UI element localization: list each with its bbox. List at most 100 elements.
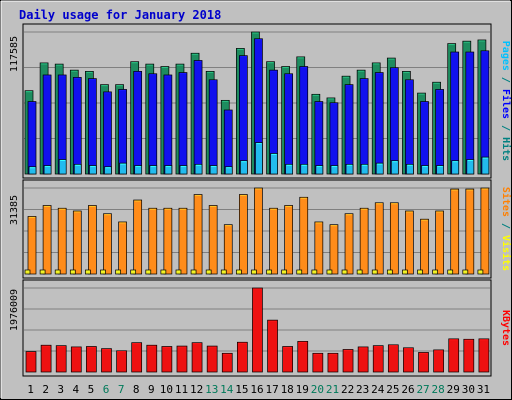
- panel-bottom-ymax-label: 1976009: [9, 289, 20, 331]
- bar-sites-day-31-body: [480, 187, 490, 275]
- panel-middle-legend-item: Visits: [500, 235, 512, 271]
- bar-files-day-12: [193, 60, 203, 175]
- bar-kbytes-day-27-body: [418, 352, 429, 373]
- bar-kbytes-day-14-body: [221, 352, 233, 373]
- bar-sites-day-30: [465, 188, 475, 275]
- bar-pages-day-30: [466, 159, 475, 175]
- bar-files-day-26: [405, 79, 414, 175]
- bar-files-day-20-body: [314, 101, 324, 175]
- bar-pages-day-31: [481, 156, 490, 175]
- x-tick-label-day-4: 4: [73, 383, 80, 396]
- bar-kbytes-day-2-body: [40, 344, 52, 373]
- bar-pages-day-18: [285, 163, 293, 175]
- bar-sites-day-26-body: [405, 210, 414, 275]
- bar-pages-day-19-body: [300, 163, 309, 175]
- bar-files-day-23: [359, 78, 369, 175]
- bar-sites-day-6-body: [103, 213, 112, 275]
- bar-kbytes-day-9-body: [146, 344, 158, 373]
- bar-pages-day-28-body: [436, 165, 444, 175]
- bar-kbytes-day-18-body: [282, 346, 293, 373]
- bar-visits-day-10: [160, 269, 167, 275]
- bar-visits-day-14: [220, 269, 227, 275]
- bar-kbytes-day-19: [297, 341, 309, 373]
- bar-visits-day-21-body: [326, 269, 333, 275]
- bar-visits-day-20-body: [311, 269, 318, 275]
- bar-sites-day-4: [72, 210, 82, 275]
- bar-kbytes-day-10-body: [161, 346, 173, 373]
- bar-files-day-14-body: [223, 109, 233, 175]
- bar-visits-day-30: [462, 269, 469, 275]
- x-tick-label-day-29: 29: [447, 383, 460, 396]
- bar-pages-day-13-body: [209, 165, 218, 175]
- bar-kbytes-day-16-body: [252, 287, 263, 373]
- bar-visits-day-23-body: [356, 269, 363, 275]
- bar-sites-day-7-body: [118, 221, 127, 275]
- bar-visits-day-1: [24, 269, 31, 275]
- bar-sites-day-15-body: [239, 194, 248, 275]
- bar-visits-day-19-body: [296, 269, 303, 275]
- bar-sites-day-30-body: [465, 188, 475, 275]
- bar-kbytes-day-23-body: [357, 346, 369, 373]
- bar-sites-day-3-body: [57, 207, 67, 275]
- bar-files-day-29-body: [450, 51, 460, 175]
- bar-sites-day-12: [193, 194, 203, 275]
- x-tick-label-day-24: 24: [371, 383, 385, 396]
- bar-kbytes-day-20: [312, 352, 324, 373]
- bar-kbytes-day-20-body: [312, 352, 324, 373]
- bar-sites-day-11: [178, 207, 188, 275]
- bar-visits-day-4: [69, 269, 76, 275]
- bar-sites-day-13: [208, 205, 218, 275]
- bar-kbytes-day-26: [403, 347, 414, 373]
- bar-pages-day-28: [436, 165, 444, 175]
- bar-sites-day-15: [239, 194, 248, 275]
- bar-files-day-3-body: [57, 74, 67, 175]
- bar-files-day-27-body: [420, 101, 429, 175]
- x-tick-label-day-12: 12: [190, 383, 203, 396]
- x-tick-label-day-20: 20: [311, 383, 324, 396]
- bar-sites-day-19: [299, 196, 309, 275]
- bar-pages-day-1: [28, 166, 37, 175]
- bar-kbytes-day-7-body: [116, 350, 127, 373]
- bar-sites-day-16: [254, 187, 263, 275]
- bar-files-day-6: [103, 91, 112, 175]
- bar-pages-day-31-body: [481, 156, 490, 175]
- bar-pages-day-3-body: [58, 159, 67, 175]
- bar-sites-day-23: [359, 207, 369, 275]
- bar-pages-day-2: [43, 165, 52, 175]
- bar-sites-day-10-body: [163, 207, 173, 275]
- bar-pages-day-6: [104, 166, 112, 175]
- bar-kbytes-day-28: [433, 349, 444, 373]
- bar-files-day-10: [163, 74, 173, 175]
- bar-pages-day-19: [300, 163, 309, 175]
- bar-visits-day-6: [100, 269, 106, 275]
- bar-visits-day-25-body: [386, 269, 393, 275]
- bar-kbytes-day-21: [327, 352, 339, 373]
- bar-visits-day-8: [130, 269, 137, 275]
- bar-pages-day-23: [360, 163, 369, 175]
- bar-pages-day-25: [390, 160, 399, 175]
- panel-bottom-legend-item: KBytes: [500, 310, 511, 346]
- bar-sites-day-20-body: [314, 221, 324, 275]
- x-tick-label-day-11: 11: [175, 383, 188, 396]
- bar-pages-day-14-body: [224, 166, 233, 175]
- x-tick-label-day-21: 21: [326, 383, 339, 396]
- bar-files-day-26-body: [405, 79, 414, 175]
- bar-visits-day-13-body: [205, 269, 212, 275]
- bar-pages-day-11-body: [179, 165, 188, 175]
- bar-sites-day-17: [269, 207, 278, 275]
- bar-pages-day-15: [240, 160, 248, 175]
- bar-kbytes-day-31-body: [478, 338, 490, 373]
- bar-visits-day-17: [266, 269, 272, 275]
- bar-kbytes-day-14: [221, 352, 233, 373]
- bar-sites-day-31: [480, 187, 490, 275]
- bar-kbytes-day-3: [55, 345, 67, 373]
- bar-visits-day-5: [85, 269, 91, 275]
- panel-top-legend-item: Pages: [500, 41, 511, 71]
- panel-middle-ymax-label: 31385: [9, 195, 20, 225]
- bar-pages-day-20: [315, 165, 324, 175]
- bar-visits-day-13: [205, 269, 212, 275]
- bar-sites-day-27-body: [420, 218, 429, 275]
- bar-pages-day-11: [179, 165, 188, 175]
- bar-sites-day-14: [223, 224, 233, 275]
